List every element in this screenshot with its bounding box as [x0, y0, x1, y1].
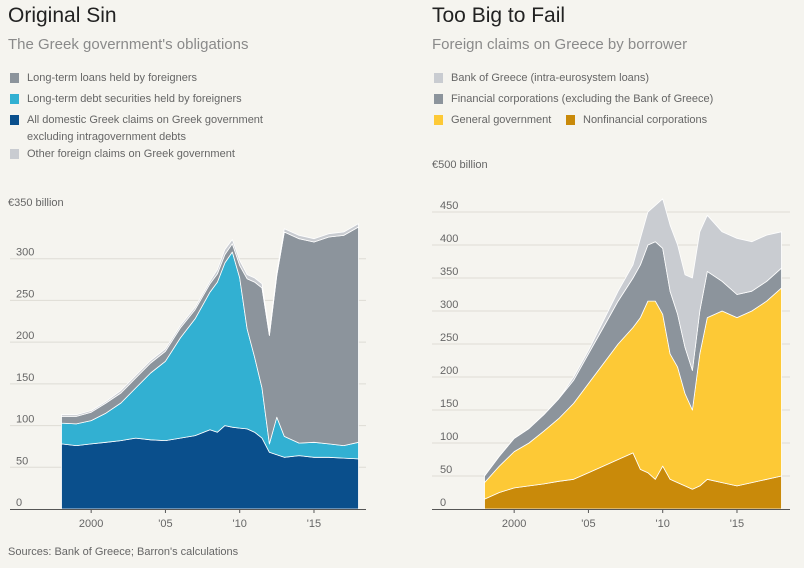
right-area-series-3 [484, 198, 782, 477]
right-y-tick-label: 0 [440, 497, 446, 509]
left-legend-label-other: Other foreign claims on Greek government [27, 148, 235, 160]
left-legend-label-domestic-wrap: All domestic Greek claims on Greek gover… [27, 112, 263, 146]
sources-note: Sources: Bank of Greece; Barron's calcul… [8, 546, 239, 558]
left-legend-label-securities: Long-term debt securities held by foreig… [27, 93, 242, 105]
right-legend-swatch-bank-of-greece [434, 73, 443, 83]
left-x-tick-label: '10 [233, 518, 247, 530]
left-legend-item-domestic: All domestic Greek claims on Greek gover… [10, 112, 263, 146]
left-legend-swatch-securities [10, 94, 19, 104]
left-chart-subtitle: The Greek government's obligations [8, 36, 249, 53]
left-legend-item-securities: Long-term debt securities held by foreig… [10, 91, 242, 108]
right-y-tick-label: 400 [440, 233, 458, 245]
right-chart-title: Too Big to Fail [432, 4, 566, 27]
left-y-tick-label: 300 [16, 247, 34, 259]
right-legend-item-nonfinancial: Nonfinancial corporations [566, 112, 707, 129]
right-legend-label-financial: Financial corporations (excluding the Ba… [451, 93, 714, 105]
right-y-tick-label: 450 [440, 200, 458, 212]
right-y-tick-label: 50 [440, 464, 452, 476]
left-x-tick-label: '05 [158, 518, 172, 530]
left-y-unit-label: €350 billion [8, 197, 64, 209]
right-y-tick-label: 250 [440, 332, 458, 344]
left-chart-title: Original Sin [8, 4, 117, 27]
right-chart-subtitle: Foreign claims on Greece by borrower [432, 36, 688, 53]
left-legend-swatch-domestic [10, 115, 19, 125]
right-y-tick-label: 150 [440, 398, 458, 410]
right-y-unit-label: €500 billion [432, 159, 488, 171]
right-y-tick-label: 100 [440, 431, 458, 443]
right-y-tick-label: 200 [440, 365, 458, 377]
right-legend-swatch-financial [434, 94, 443, 104]
right-legend-swatch-nonfinancial [566, 115, 575, 125]
right-y-tick-label: 350 [440, 266, 458, 278]
left-y-tick-label: 250 [16, 288, 34, 300]
left-legend-swatch-loans [10, 73, 19, 83]
right-x-tick-label: '05 [581, 518, 595, 530]
right-legend-label-nonfinancial: Nonfinancial corporations [583, 114, 708, 126]
left-y-tick-label: 0 [16, 497, 22, 509]
left-legend-item-loans: Long-term loans held by foreigners [10, 70, 197, 87]
right-chart-panel: Too Big to Fail Foreign claims on Greece… [424, 0, 804, 540]
right-x-tick-label: '15 [730, 518, 744, 530]
left-legend-swatch-other [10, 149, 19, 159]
left-y-tick-label: 200 [16, 330, 34, 342]
left-area-series-3 [61, 223, 359, 417]
left-chart-panel: Original Sin The Greek government's obli… [0, 0, 400, 540]
right-legend-label-government: General government [451, 114, 552, 126]
left-legend-item-other: Other foreign claims on Greek government [10, 146, 235, 163]
right-legend-item-bank-of-greece: Bank of Greece (intra-eurosystem loans) [434, 70, 649, 87]
right-legend-label-bank-of-greece: Bank of Greece (intra-eurosystem loans) [451, 72, 650, 84]
left-y-tick-label: 50 [16, 455, 28, 467]
right-legend-item-financial: Financial corporations (excluding the Ba… [434, 91, 713, 108]
left-x-tick-label: '15 [307, 518, 321, 530]
left-y-tick-label: 150 [16, 372, 34, 384]
right-legend-item-government: General government [434, 112, 551, 129]
left-legend-label-loans: Long-term loans held by foreigners [27, 72, 197, 84]
right-x-tick-label: 2000 [502, 518, 526, 530]
charts-canvas: 0 50 100 150 200 250 300 2000 '05 '10 '15 0 50 100 150… [10, 198, 790, 530]
right-x-tick-label: '10 [656, 518, 670, 530]
right-legend-swatch-government [434, 115, 443, 125]
right-y-tick-label: 300 [440, 299, 458, 311]
left-legend-label-domestic: All domestic Greek claims on Greek gover… [27, 114, 263, 126]
left-legend-label-domestic-line2: excluding intragovernment debts [27, 131, 186, 143]
right-chart-group: 0 50 100 150 200 250 300 350 400 450 2000 '05 '10 '15 [432, 198, 790, 530]
left-x-tick-label: 2000 [79, 518, 103, 530]
left-y-tick-label: 100 [16, 414, 34, 426]
left-chart-group: 0 50 100 150 200 250 300 2000 '05 '10 '15 [10, 223, 366, 530]
